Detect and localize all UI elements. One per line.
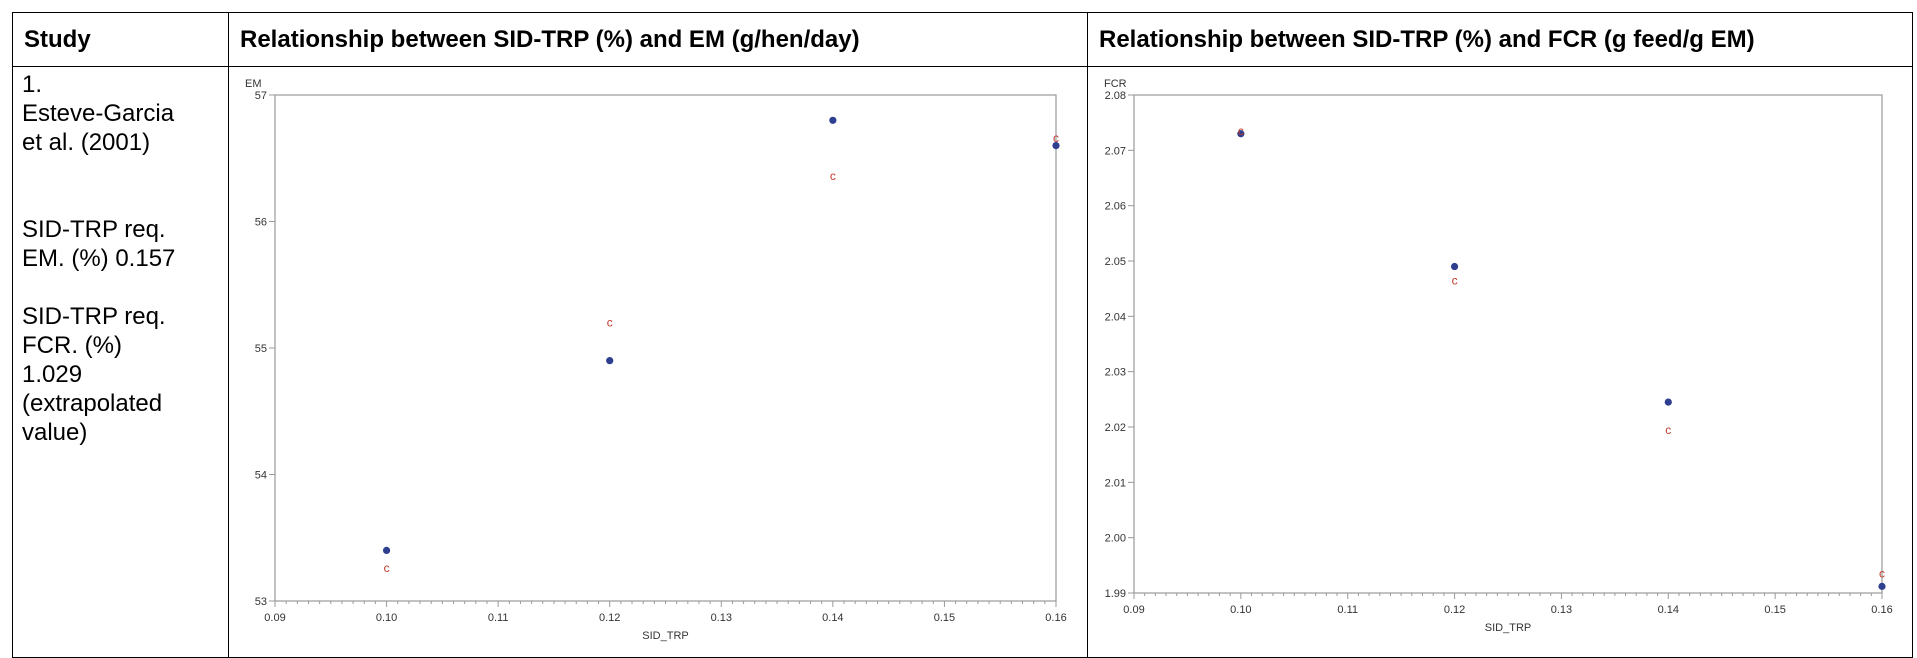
c0-plot-frame xyxy=(274,94,1057,602)
c1-x-axis-label: SID_TRP xyxy=(1485,622,1531,634)
fcr-req-unit: FCR. (%) xyxy=(22,332,122,359)
fcr-req-value: 1.029 xyxy=(22,361,83,388)
c1-predicted-marker: c xyxy=(1238,124,1244,138)
em-req-label: SID-TRP req. xyxy=(22,216,166,243)
c0-x-tick-label: 0.16 xyxy=(1045,612,1066,624)
c0-x-tick-label: 0.12 xyxy=(599,612,620,624)
c0-y-tick-label: 56 xyxy=(255,217,267,229)
c0-observed-point xyxy=(829,116,837,124)
c0-predicted-marker: c xyxy=(1053,131,1059,145)
c0-predicted-marker: c xyxy=(384,561,390,575)
c0-observed-point xyxy=(606,357,614,365)
c1-y-axis-label: FCR xyxy=(1104,78,1127,90)
c1-observed-point xyxy=(1450,262,1459,271)
c0-x-tick-label: 0.10 xyxy=(376,612,397,624)
c0-y-tick-label: 54 xyxy=(255,470,267,482)
c1-y-tick-label: 2.02 xyxy=(1105,422,1126,434)
study-author: Esteve-Garcia xyxy=(22,100,175,127)
c1-x-tick-label: 0.10 xyxy=(1230,604,1251,616)
c1-x-tick-label: 0.12 xyxy=(1444,604,1465,616)
study-cell: 1. Esteve-Garcia et al. (2001) SID-TRP r… xyxy=(12,66,229,658)
c1-predicted-marker: c xyxy=(1665,423,1671,437)
em-chart-cell: 0.09 0.10 0.11 0.12 0.13 0.14 0.15 0.16 53 54 55 56… xyxy=(228,66,1088,658)
c1-y-tick-label: 2.05 xyxy=(1105,256,1126,268)
c1-y-tick-label: 2.08 xyxy=(1105,90,1126,102)
c1-x-tick-label: 0.11 xyxy=(1337,604,1358,616)
c0-predicted-marker: c xyxy=(830,169,836,183)
c1-observed-point xyxy=(1237,130,1245,138)
c1-observed-point xyxy=(1664,398,1672,406)
study-description: 1. Esteve-Garcia et al. (2001) SID-TRP r… xyxy=(13,67,228,447)
c0-observed-point xyxy=(1052,142,1060,150)
c0-y-tick-label: 57 xyxy=(255,90,267,102)
header-fcr-relationship: Relationship between SID-TRP (%) and FCR… xyxy=(1087,12,1913,67)
c1-y-tick-label: 1.99 xyxy=(1105,588,1126,600)
header-row: Study Relationship between SID-TRP (%) a… xyxy=(12,12,1913,67)
c1-predicted-marker: c xyxy=(1879,567,1885,581)
c0-x-tick-label: 0.11 xyxy=(488,612,509,624)
c1-y-tick-label: 2.01 xyxy=(1105,477,1126,489)
c0-x-tick-label: 0.09 xyxy=(264,612,285,624)
study-table: Study Relationship between SID-TRP (%) a… xyxy=(12,12,1913,658)
c0-x-tick-label: 0.13 xyxy=(711,612,732,624)
c1-x-tick-label: 0.13 xyxy=(1551,604,1572,616)
c1-x-tick-label: 0.14 xyxy=(1658,604,1679,616)
c0-x-tick-label: 0.14 xyxy=(822,612,843,624)
c1-y-tick-label: 2.07 xyxy=(1105,145,1126,157)
c1-predicted-marker: c xyxy=(1452,273,1458,287)
study-number: 1. xyxy=(22,71,43,98)
em-scatter-chart: 0.09 0.10 0.11 0.12 0.13 0.14 0.15 0.16 53 54 55 56… xyxy=(245,78,1067,642)
c1-observed-point xyxy=(1878,582,1886,590)
c0-x-axis-label: SID_TRP xyxy=(642,630,688,642)
study-row: 1. Esteve-Garcia et al. (2001) SID-TRP r… xyxy=(12,66,1913,658)
c0-predicted-marker: c xyxy=(607,316,613,330)
study-year: et al. (2001) xyxy=(22,129,151,156)
c1-y-tick-label: 2.00 xyxy=(1105,533,1126,545)
fcr-scatter-chart: 0.09 0.10 0.11 0.12 0.13 0.14 0.15 0.16 1.99 2.00… xyxy=(1104,78,1893,634)
c1-y-tick-label: 2.06 xyxy=(1105,201,1126,213)
c1-plot-frame xyxy=(1133,94,1883,594)
fcr-chart-cell: 0.09 0.10 0.11 0.12 0.13 0.14 0.15 0.16 1.99 2.00… xyxy=(1087,66,1913,658)
fcr-req-label: SID-TRP req. xyxy=(22,303,166,330)
c1-y-tick-label: 2.04 xyxy=(1105,311,1126,323)
c0-y-tick-label: 53 xyxy=(255,596,267,608)
c1-y-tick-label: 2.03 xyxy=(1105,367,1126,379)
header-em-relationship: Relationship between SID-TRP (%) and EM … xyxy=(228,12,1088,67)
c1-x-tick-label: 0.16 xyxy=(1871,604,1892,616)
c0-y-axis-label: EM xyxy=(245,78,262,90)
fcr-req-note-1: (extrapolated xyxy=(22,390,163,417)
c1-x-tick-label: 0.15 xyxy=(1764,604,1785,616)
c1-x-tick-label: 0.09 xyxy=(1123,604,1144,616)
em-req-value: EM. (%) 0.157 xyxy=(22,245,176,272)
c0-observed-point xyxy=(382,546,391,554)
fcr-req-note-2: value) xyxy=(22,419,88,446)
c0-y-tick-label: 55 xyxy=(255,343,267,355)
c0-x-tick-label: 0.15 xyxy=(934,612,955,624)
header-study: Study xyxy=(12,12,229,67)
